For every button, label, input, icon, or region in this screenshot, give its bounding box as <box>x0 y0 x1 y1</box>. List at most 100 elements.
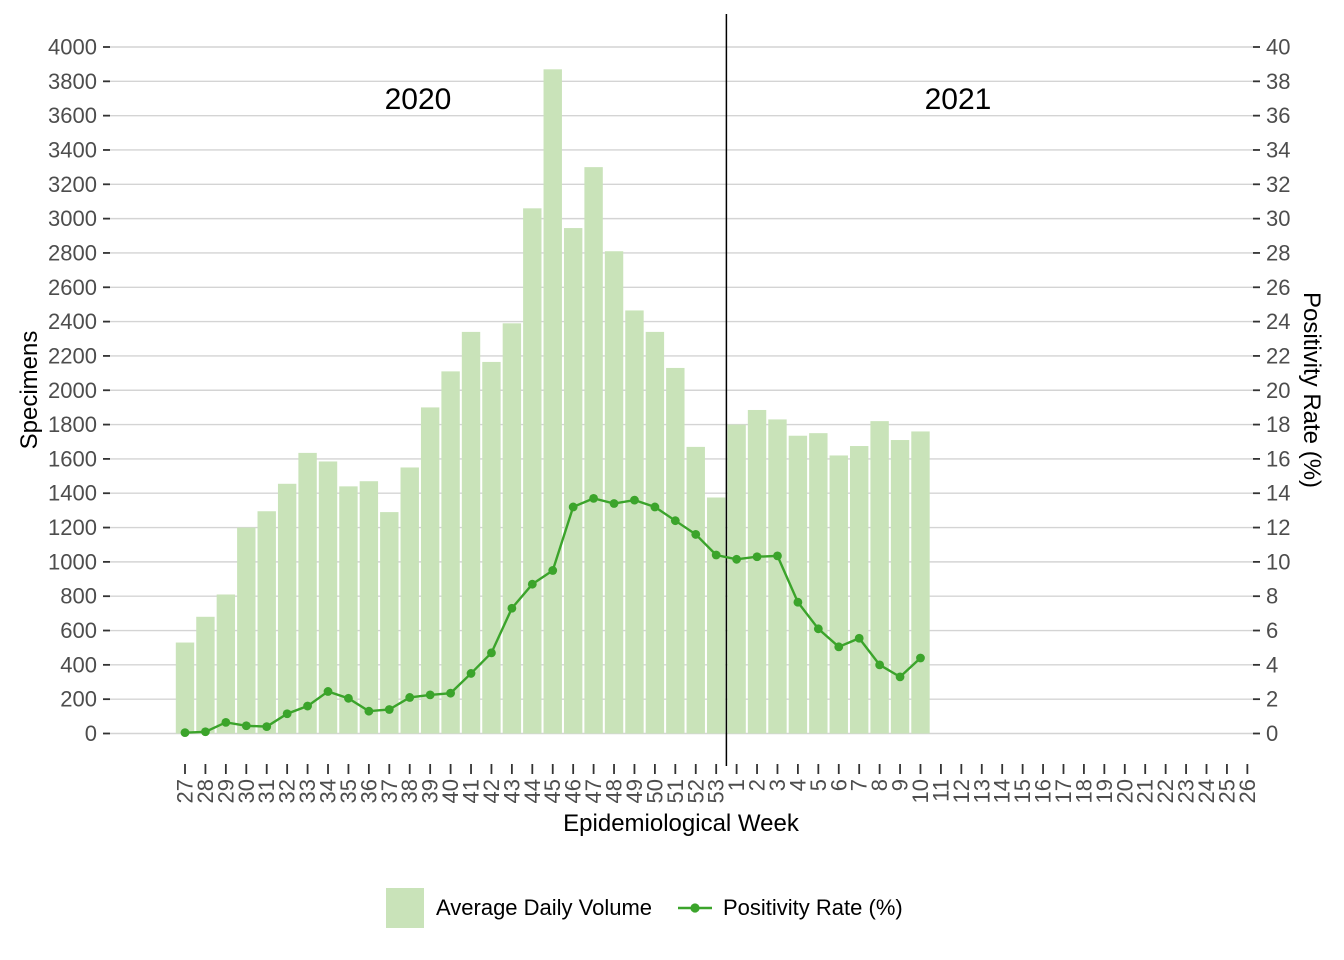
point-week-42 <box>487 648 496 658</box>
week-label-14: 14 <box>990 779 1015 803</box>
point-week-30 <box>241 721 251 731</box>
point-week-31 <box>262 722 272 732</box>
plot-area: 0200400600800100012001400160018002000220… <box>48 14 1290 803</box>
week-label-3: 3 <box>765 779 790 791</box>
week-label-33: 33 <box>295 779 320 803</box>
point-week-1 <box>732 554 742 564</box>
svg-text:2600: 2600 <box>48 275 97 300</box>
svg-text:2800: 2800 <box>48 240 97 265</box>
week-label-39: 39 <box>418 779 443 803</box>
week-label-27: 27 <box>173 779 198 803</box>
svg-text:4000: 4000 <box>48 35 97 60</box>
volume-bars <box>175 69 930 734</box>
svg-text:12: 12 <box>1266 515 1290 540</box>
week-label-38: 38 <box>397 779 422 803</box>
point-week-28 <box>201 727 210 737</box>
svg-text:1200: 1200 <box>48 515 97 540</box>
point-week-4 <box>793 597 803 607</box>
week-label-13: 13 <box>969 779 994 803</box>
bar-week-32 <box>277 483 297 734</box>
bar-week-1 <box>727 424 746 734</box>
legend: Average Daily Volume Positivity Rate (%) <box>0 860 1344 940</box>
bar-week-48 <box>604 251 624 734</box>
svg-text:36: 36 <box>1266 103 1290 128</box>
week-label-8: 8 <box>867 779 892 791</box>
svg-text:8: 8 <box>1266 584 1278 609</box>
bar-week-36 <box>359 481 379 734</box>
week-label-31: 31 <box>254 779 279 803</box>
week-label-2: 2 <box>745 779 770 791</box>
bar-week-51 <box>666 367 685 734</box>
svg-text:2: 2 <box>1266 687 1278 712</box>
week-label-21: 21 <box>1133 779 1158 803</box>
bar-week-53 <box>706 497 726 734</box>
point-week-46 <box>568 502 578 512</box>
week-label-35: 35 <box>336 779 361 803</box>
x-axis-title: Epidemiological Week <box>563 810 799 837</box>
legend-line-dot-icon <box>678 903 712 913</box>
point-week-34 <box>323 687 333 696</box>
point-week-37 <box>384 705 394 714</box>
week-label-1: 1 <box>724 779 749 791</box>
bar-week-43 <box>502 323 522 734</box>
svg-text:24: 24 <box>1266 309 1290 334</box>
point-week-45 <box>548 566 558 575</box>
svg-text:34: 34 <box>1266 137 1290 162</box>
svg-text:1600: 1600 <box>48 446 97 471</box>
point-week-36 <box>364 706 374 716</box>
bar-week-46 <box>563 228 583 734</box>
bar-week-44 <box>523 208 542 734</box>
bar-week-2 <box>747 409 767 734</box>
week-label-42: 42 <box>479 779 504 803</box>
point-week-38 <box>405 693 415 702</box>
week-label-34: 34 <box>316 779 341 803</box>
week-label-20: 20 <box>1112 779 1137 803</box>
svg-text:16: 16 <box>1266 446 1290 471</box>
left-tick-labels: 0 200 400 600 800 1000 1200 1400 1600 1800 2000 220… <box>48 35 97 747</box>
svg-text:1000: 1000 <box>48 549 97 574</box>
svg-text:0: 0 <box>85 721 97 746</box>
week-label-52: 52 <box>683 779 708 803</box>
bar-week-31 <box>257 511 276 734</box>
point-week-50 <box>650 502 660 512</box>
week-label-49: 49 <box>622 779 647 803</box>
svg-text:800: 800 <box>60 584 97 609</box>
bar-week-4 <box>788 435 808 734</box>
bar-week-6 <box>829 455 848 734</box>
svg-text:18: 18 <box>1266 412 1290 437</box>
week-label-9: 9 <box>888 779 913 791</box>
svg-text:3200: 3200 <box>48 172 97 197</box>
legend-label-positivity: Positivity Rate (%) <box>723 895 903 920</box>
svg-text:1400: 1400 <box>48 481 97 506</box>
bar-week-42 <box>482 361 501 734</box>
week-label-18: 18 <box>1071 779 1096 803</box>
svg-text:1800: 1800 <box>48 412 97 437</box>
bar-week-9 <box>890 440 910 734</box>
week-label-11: 11 <box>928 779 953 802</box>
svg-text:14: 14 <box>1266 481 1290 506</box>
bar-week-10 <box>911 431 930 734</box>
week-label-26: 26 <box>1235 779 1260 803</box>
point-week-3 <box>773 551 782 561</box>
bar-week-29 <box>216 594 236 734</box>
point-week-7 <box>854 633 864 643</box>
svg-text:20: 20 <box>1266 378 1290 403</box>
bar-week-27 <box>175 642 195 734</box>
point-week-39 <box>425 690 435 700</box>
bar-week-40 <box>441 371 460 734</box>
point-week-33 <box>303 701 312 711</box>
point-week-29 <box>221 717 231 727</box>
bar-week-50 <box>645 331 665 734</box>
svg-text:6: 6 <box>1266 618 1278 643</box>
bar-week-41 <box>461 331 481 734</box>
bar-week-34 <box>318 461 338 734</box>
svg-text:30: 30 <box>1266 206 1290 231</box>
svg-text:26: 26 <box>1266 275 1290 300</box>
svg-text:10: 10 <box>1266 549 1290 574</box>
week-label-43: 43 <box>499 779 524 803</box>
point-week-51 <box>670 516 680 526</box>
bar-week-45 <box>543 69 562 734</box>
bar-week-7 <box>849 446 869 734</box>
bar-week-28 <box>196 616 215 734</box>
